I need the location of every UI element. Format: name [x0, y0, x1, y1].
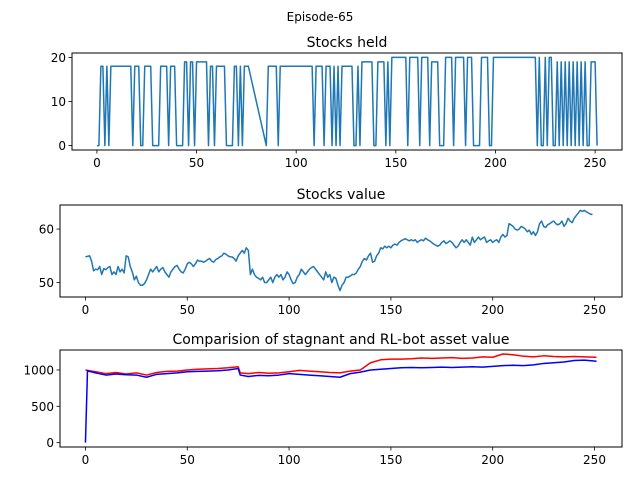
- series-line-1: [84, 359, 597, 443]
- x-tick-label: 200: [481, 303, 504, 317]
- axes-stocks-value: Stocks value 0 50 100 150 200 250 50 60: [39, 187, 623, 317]
- series-line-0: [85, 209, 593, 292]
- x-tick-label: 250: [584, 156, 607, 170]
- x-tick-label: 100: [278, 453, 301, 467]
- axes-stocks-held: Stocks held 0 50 100 150 200 250 0 10 20: [51, 35, 623, 170]
- figure-suptitle: Episode-65: [287, 10, 354, 24]
- y-tick-label: 1000: [23, 363, 54, 377]
- x-tick-label: 150: [384, 156, 407, 170]
- axes-frame: [59, 204, 623, 298]
- x-tick-label: 200: [481, 453, 504, 467]
- axes-title: Comparision of stagnant and RL-bot asset…: [172, 332, 509, 348]
- x-tick-label: 250: [583, 453, 606, 467]
- y-tick-label: 60: [39, 223, 54, 237]
- x-tick-label: 50: [180, 303, 195, 317]
- x-tick-label: 0: [82, 303, 90, 317]
- x-tick-label: 250: [583, 303, 606, 317]
- x-tick-label: 100: [285, 156, 308, 170]
- y-tick-label: 50: [39, 276, 54, 290]
- y-tick-label: 0: [58, 139, 66, 153]
- series-line-0: [85, 353, 597, 376]
- axes-frame: [59, 349, 623, 448]
- axes-asset-comparison: Comparision of stagnant and RL-bot asset…: [23, 332, 623, 467]
- y-tick-label: 500: [31, 400, 54, 414]
- x-tick-label: 0: [82, 453, 90, 467]
- x-tick-label: 50: [189, 156, 204, 170]
- x-tick-label: 150: [379, 303, 402, 317]
- y-tick-label: 10: [51, 95, 66, 109]
- y-tick-label: 20: [51, 51, 66, 65]
- x-tick-label: 200: [484, 156, 507, 170]
- axes-title: Stocks value: [297, 187, 386, 203]
- x-tick-label: 150: [379, 453, 402, 467]
- x-tick-label: 0: [93, 156, 101, 170]
- x-tick-label: 100: [278, 303, 301, 317]
- y-tick-label: 0: [46, 436, 54, 450]
- series-line-0: [96, 56, 598, 147]
- x-tick-label: 50: [180, 453, 195, 467]
- axes-title: Stocks held: [307, 35, 388, 51]
